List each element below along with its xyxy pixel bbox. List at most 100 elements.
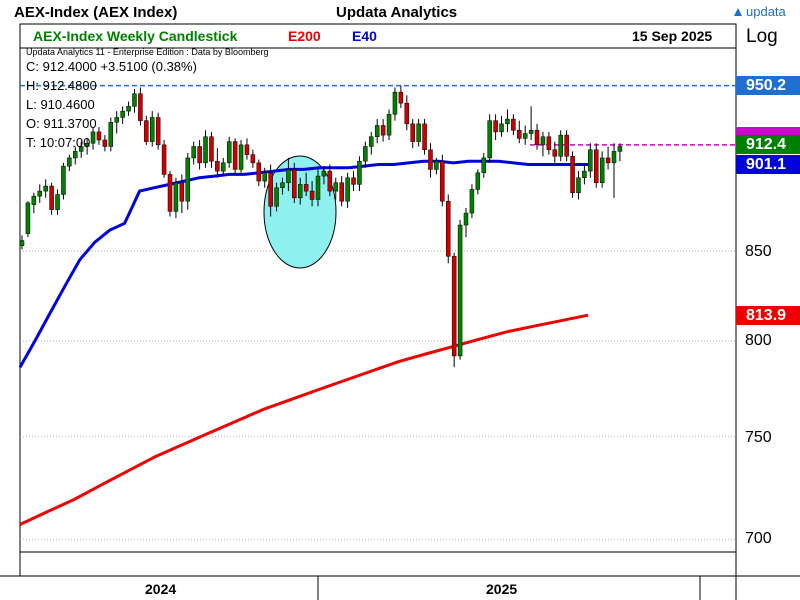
candle — [440, 154, 445, 207]
candle — [90, 127, 96, 150]
candle-body — [546, 136, 552, 150]
candle — [96, 127, 102, 145]
y-tick-label: 700 — [745, 530, 772, 547]
candle — [292, 162, 297, 203]
candle-body — [339, 182, 344, 202]
candle — [404, 95, 410, 131]
candle-body — [191, 146, 196, 159]
candle — [232, 138, 238, 175]
updata-logo-icon — [734, 8, 742, 16]
candle-body — [90, 131, 96, 144]
candle-body — [445, 200, 451, 257]
candle-body — [203, 136, 208, 164]
candle — [611, 143, 617, 198]
candle — [102, 135, 108, 152]
candle — [37, 184, 43, 203]
candle — [321, 166, 327, 185]
candle-body — [215, 160, 220, 172]
candle — [43, 179, 48, 198]
candle — [167, 171, 173, 217]
candle — [244, 138, 250, 160]
candle-body — [303, 184, 309, 192]
candle — [605, 146, 611, 170]
candle-body — [256, 162, 262, 182]
ohlc-close: C: 912.4000 +3.5100 (0.38%) — [26, 59, 197, 74]
candle-body — [274, 187, 279, 207]
ref-line-price-tag: 950.2 — [736, 76, 800, 95]
candle — [49, 182, 54, 215]
candle — [144, 115, 149, 145]
candle-body — [280, 182, 285, 188]
candle-body — [43, 185, 48, 192]
candle-body — [114, 117, 119, 123]
candle-body — [120, 110, 125, 118]
grid-lines — [20, 250, 736, 540]
candle — [120, 106, 125, 124]
candle — [67, 154, 72, 172]
candle — [570, 151, 575, 198]
candle — [309, 181, 315, 207]
candle-body — [558, 134, 563, 157]
candle — [114, 111, 119, 134]
candle — [363, 141, 368, 168]
reference-lines — [20, 84, 736, 146]
candle-body — [540, 136, 546, 146]
x-label-2024: 2024 — [145, 581, 177, 597]
candle — [517, 120, 522, 144]
candle-body — [440, 160, 445, 202]
e40-series — [18, 159, 588, 368]
candle-body — [599, 157, 605, 183]
candle-body — [61, 165, 66, 195]
candle — [138, 87, 143, 126]
x-label-2025: 2025 — [486, 581, 518, 597]
candle — [327, 164, 333, 197]
candle-body — [475, 172, 481, 190]
candle — [469, 184, 475, 219]
candle — [173, 177, 179, 219]
candle-body — [617, 146, 623, 152]
candle — [434, 157, 439, 175]
candle — [179, 174, 185, 214]
candle-body — [49, 185, 54, 210]
candle-body — [499, 123, 504, 133]
candle — [369, 131, 374, 155]
candle — [546, 131, 552, 155]
scale-label[interactable]: Log — [746, 26, 778, 47]
candle — [357, 156, 362, 192]
candle — [73, 146, 78, 165]
candle-body — [422, 123, 427, 150]
candle-body — [232, 141, 238, 170]
candle — [197, 139, 202, 170]
candle — [55, 189, 60, 215]
candle — [564, 130, 569, 162]
candle-body — [457, 224, 463, 357]
window-titlebar: AEX-Index (AEX Index) Updata Analytics u… — [0, 0, 800, 24]
ohlc-time: T: 10:07:00 — [26, 135, 91, 150]
candle — [534, 123, 540, 150]
candle-body — [386, 114, 392, 136]
candle — [475, 169, 481, 195]
provider-title: Updata Analytics — [336, 4, 458, 21]
candle — [280, 177, 285, 195]
candle-body — [73, 151, 78, 159]
candle — [499, 115, 504, 137]
candle-body — [428, 149, 433, 170]
candle-body — [582, 170, 587, 178]
candle — [108, 117, 114, 152]
candle-body — [286, 169, 291, 183]
candle — [493, 114, 498, 140]
candle-body — [469, 189, 475, 214]
candle — [215, 148, 220, 178]
candle-body — [570, 156, 575, 194]
candle-body — [37, 190, 43, 197]
candle-body — [351, 177, 356, 185]
candle-body — [221, 162, 226, 172]
candle-body — [78, 146, 84, 152]
candle — [155, 112, 161, 150]
candle — [392, 87, 398, 121]
magenta-level-tag — [736, 127, 800, 137]
candle — [445, 194, 451, 264]
candle — [256, 159, 262, 187]
candle — [209, 131, 214, 168]
